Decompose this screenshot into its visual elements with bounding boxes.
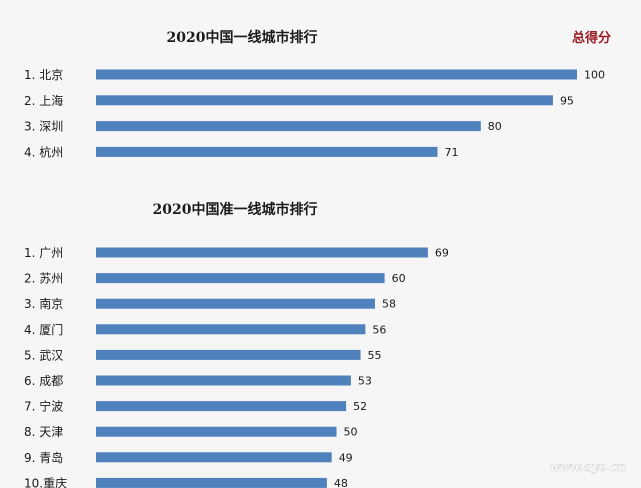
new-tier1-bar: [96, 375, 351, 386]
new-tier1-value-label: 58: [382, 298, 396, 311]
tier1-bar: [96, 121, 481, 132]
tier1-category-label: 1. 北京: [24, 68, 63, 82]
tier1-bar: [96, 95, 553, 106]
new-tier1-panel: 2020中国准一线城市排行 1. 广州 69 2. 苏州 60 3. 南京 58 4. 厦门…: [24, 201, 449, 488]
new-tier1-bar: [96, 426, 337, 437]
new-tier1-category-label: 1. 广州: [24, 246, 63, 260]
watermark-text: www.aye.cn: [550, 460, 627, 474]
new-tier1-bar: [96, 452, 332, 463]
tier1-value-label: 100: [584, 69, 605, 82]
tier1-bar: [96, 146, 438, 157]
legend-total-score: 总得分: [572, 30, 611, 46]
new-tier1-category-label: 2. 苏州: [24, 272, 63, 286]
new-tier1-value-label: 60: [392, 272, 406, 285]
new-tier1-value-label: 55: [368, 349, 382, 362]
tier1-category-label: 4. 杭州: [24, 144, 63, 159]
new-tier1-value-label: 50: [344, 426, 358, 439]
new-tier1-value-label: 53: [358, 375, 372, 388]
tier1-category-label: 3. 深圳: [24, 120, 63, 134]
new-tier1-category-label: 5. 武汉: [24, 348, 63, 362]
new-tier1-value-label: 49: [339, 451, 353, 464]
new-tier1-category-label: 8. 天津: [24, 425, 63, 439]
new-tier1-value-label: 69: [435, 247, 449, 260]
tier1-chart-title: 2020中国一线城市排行: [167, 29, 318, 46]
new-tier1-category-label: 9. 青岛: [24, 450, 63, 465]
new-tier1-category-label: 10.重庆: [24, 476, 67, 488]
new-tier1-category-label: 3. 南京: [24, 296, 63, 311]
tier1-value-label: 95: [560, 94, 574, 107]
tier1-category-label: 2. 上海: [24, 93, 63, 108]
new-tier1-bar: [96, 247, 428, 258]
new-tier1-chart-title: 2020中国准一线城市排行: [153, 201, 318, 218]
new-tier1-bar: [96, 401, 347, 412]
new-tier1-category-label: 6. 成都: [24, 374, 63, 388]
tier1-value-label: 80: [488, 120, 502, 133]
new-tier1-value-label: 52: [353, 400, 367, 413]
new-tier1-value-label: 48: [334, 477, 348, 488]
new-tier1-bar: [96, 349, 361, 360]
tier1-bar: [96, 69, 577, 80]
new-tier1-bar: [96, 477, 327, 488]
new-tier1-value-label: 56: [372, 323, 386, 336]
tier1-value-label: 71: [445, 146, 459, 159]
new-tier1-bar: [96, 298, 375, 309]
new-tier1-bar: [96, 273, 385, 284]
new-tier1-bar: [96, 324, 366, 335]
new-tier1-category-label: 7. 宁波: [24, 399, 63, 414]
tier1-panel: 2020中国一线城市排行 1. 北京 100 2. 上海 95 3. 深圳 80 4. 杭州…: [24, 29, 605, 159]
new-tier1-category-label: 4. 厦门: [24, 322, 63, 337]
